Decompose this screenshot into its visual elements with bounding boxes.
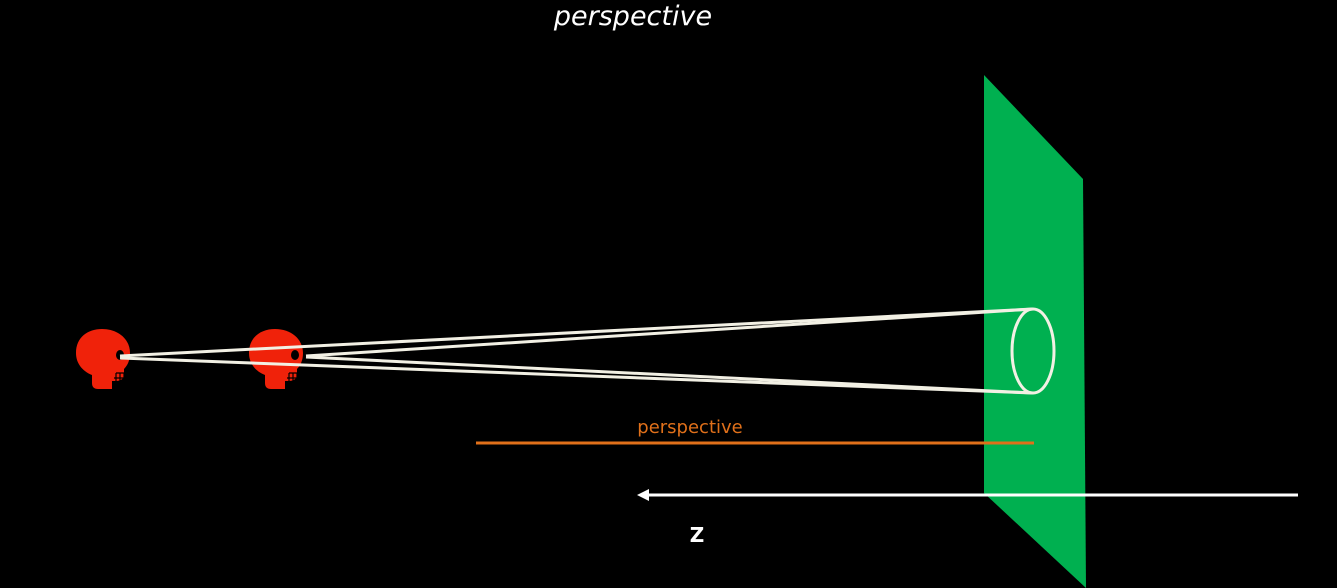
skull-icon [249,329,303,389]
perspective-distance-label: perspective [637,417,742,438]
near-viewer-sight-lines [305,307,1034,395]
projection-plane [984,75,1086,588]
z-axis-label: Z [690,523,705,547]
skull-icon [76,329,130,389]
z-axis-arrowhead [637,489,649,501]
diagram-title: perspective [553,1,712,32]
view-cone-ellipse [1010,307,1056,395]
far-viewer-sight-lines [119,307,1034,395]
